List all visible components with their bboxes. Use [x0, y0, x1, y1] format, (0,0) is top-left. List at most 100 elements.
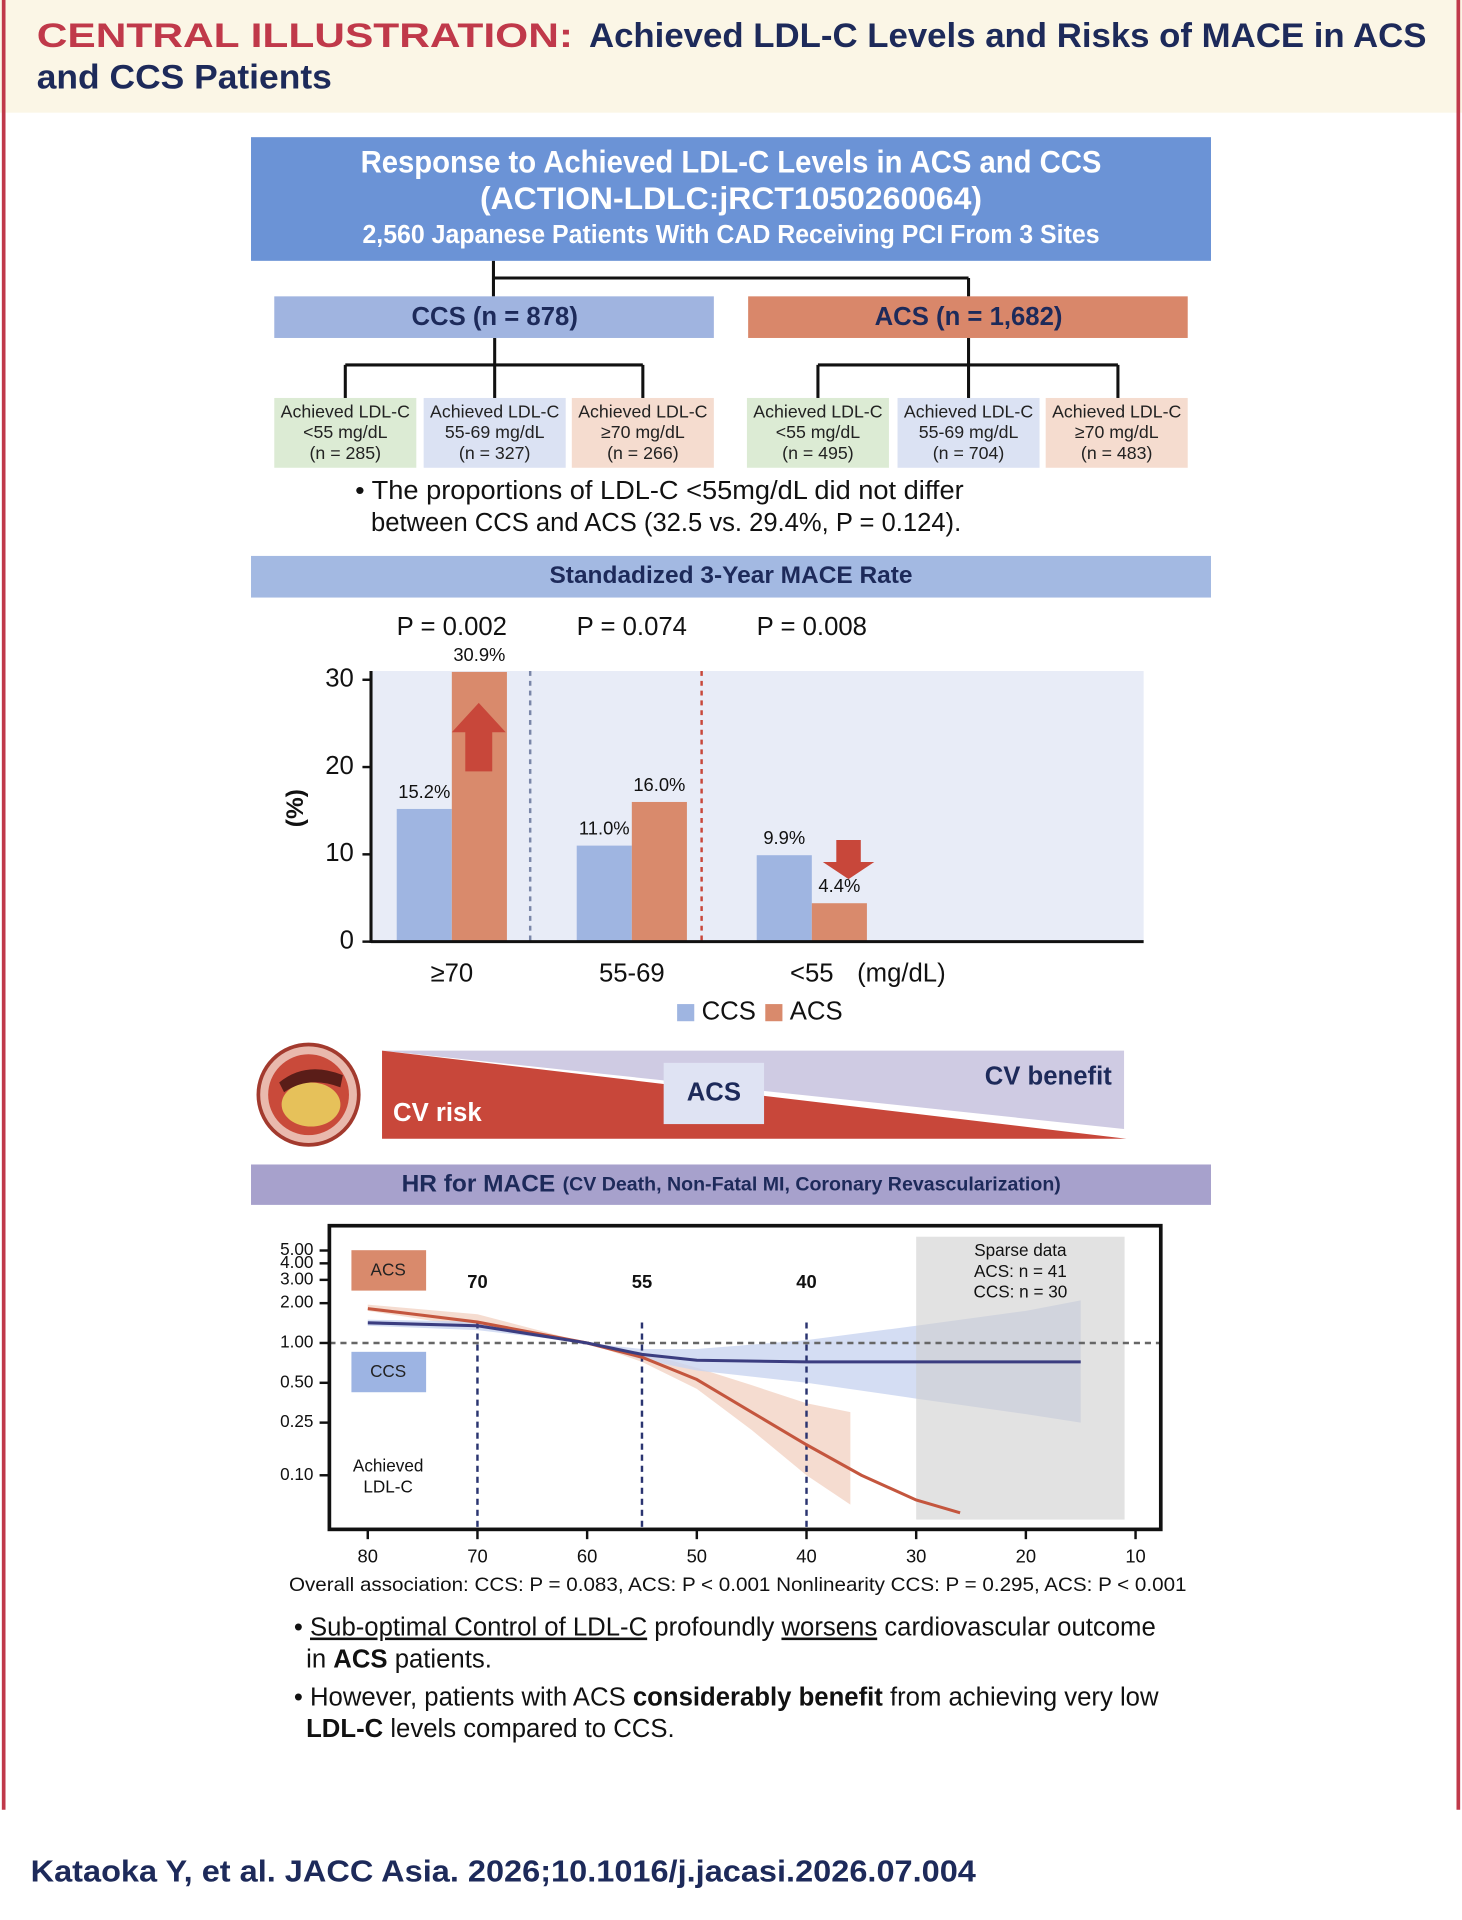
- sparse-region: [916, 1236, 1125, 1520]
- subgroup-text: Achieved LDL-C: [430, 401, 559, 421]
- banner-right: CV benefit: [985, 1062, 1113, 1090]
- subgroup-text: (n = 266): [607, 443, 679, 463]
- subgroup-text: <55 mg/dL: [303, 422, 388, 442]
- text: in: [306, 1645, 333, 1673]
- subgroup-box: [897, 397, 1040, 468]
- x-tick-label: 40: [796, 1545, 816, 1566]
- text: patients.: [388, 1645, 492, 1673]
- bar-chart-title-band: [251, 555, 1211, 598]
- header-label: CENTRAL ILLUSTRATION:: [37, 17, 573, 55]
- conclusion-line: • Sub-optimal Control of LDL-C profoundl…: [294, 1613, 1156, 1641]
- legend-swatch: [765, 1004, 783, 1022]
- subgroup-text: Achieved LDL-C: [904, 401, 1033, 421]
- tree-connectors: [343, 260, 1120, 398]
- subgroup-text: (n = 483): [1081, 443, 1153, 463]
- conclusion-line: LDL-C levels compared to CCS.: [306, 1715, 675, 1743]
- decrease-arrow: [822, 840, 875, 880]
- text: cardiovascular outcome: [877, 1613, 1156, 1641]
- text: from achieving very low: [883, 1683, 1159, 1711]
- y-tick-label: 0.25: [280, 1411, 313, 1431]
- subgroup-text: Achieved LDL-C: [578, 401, 707, 421]
- text: considerably benefit: [633, 1683, 883, 1711]
- bar: [631, 801, 687, 942]
- legend-box: [351, 1351, 427, 1393]
- subgroup-box: [423, 397, 566, 468]
- bar-chart: 0 10 20 30 (%) 15.2% 11.0% 9.9% 30.9% 16.0% 4.4% ≥7…: [282, 613, 1144, 1025]
- header-title: Achieved LDL-C Levels and Risks of MACE …: [589, 17, 1427, 55]
- conclusion-line: in ACS patients.: [306, 1645, 492, 1673]
- bar: [396, 808, 452, 942]
- text: levels compared to CCS.: [383, 1715, 674, 1743]
- y-tick-label: 4.00: [280, 1252, 313, 1272]
- y-tick-label: 0.10: [280, 1464, 313, 1484]
- p-value: P = 0.002: [397, 613, 507, 641]
- study-title: Response to Achieved LDL-C Levels in ACS…: [361, 144, 1102, 180]
- p-value: P = 0.074: [577, 613, 687, 641]
- value-label: 4.4%: [818, 875, 860, 896]
- x-tick-label: 80: [358, 1545, 378, 1566]
- line-chart-subtitle: (CV Death, Non-Fatal MI, Coronary Revasc…: [563, 1173, 1061, 1195]
- sparse-note: CCS: n = 30: [974, 1282, 1068, 1302]
- subgroup-text: (n = 285): [310, 443, 382, 463]
- value-label: 30.9%: [453, 644, 505, 665]
- x-tick-label: 55-69: [599, 959, 665, 987]
- axis-note: LDL-C: [363, 1476, 412, 1496]
- bar: [576, 845, 632, 942]
- sparse-note: ACS: n = 41: [974, 1261, 1067, 1281]
- group-label: CCS (n = 878): [411, 303, 577, 331]
- y-tick-label: 3.00: [280, 1268, 313, 1288]
- reference-label: 40: [796, 1271, 816, 1292]
- subgroup-text: (n = 704): [933, 443, 1005, 463]
- subgroup-text: (n = 495): [782, 443, 854, 463]
- y-tick-label: 1.00: [280, 1332, 313, 1352]
- reference-label: 55: [632, 1271, 652, 1292]
- group-label: ACS (n = 1,682): [875, 303, 1063, 331]
- line-chart-title-band: [251, 1164, 1211, 1205]
- conclusion-line: • However, patients with ACS considerabl…: [294, 1683, 1159, 1711]
- subgroup-text: (n = 327): [459, 443, 531, 463]
- y-tick-label: 2.00: [280, 1292, 313, 1312]
- subgroup-box: [274, 397, 417, 468]
- legend-label: ACS: [371, 1260, 406, 1280]
- legend-label: CCS: [702, 997, 756, 1025]
- artery-icon: [256, 1042, 361, 1147]
- value-label: 15.2%: [398, 781, 450, 802]
- text: Sub-optimal Control of LDL-C: [310, 1613, 647, 1641]
- y-tick-label: 10: [325, 839, 354, 867]
- hr-line: [367, 1321, 1081, 1364]
- value-label: 11.0%: [579, 818, 630, 839]
- bar: [756, 855, 812, 942]
- text: • However, patients with ACS: [294, 1683, 633, 1711]
- line-chart-title-text: HR for MACE (CV Death, Non-Fatal MI, Coro…: [402, 1171, 1061, 1198]
- x-tick-label: 50: [687, 1545, 707, 1566]
- subgroup-text: ≥70 mg/dL: [601, 422, 685, 442]
- subgroup-box: [571, 397, 714, 468]
- confidence-band: [367, 1304, 851, 1505]
- axis-note: Achieved: [353, 1455, 423, 1475]
- banner-left: CV risk: [393, 1099, 482, 1127]
- subgroup-text: Achieved LDL-C: [281, 401, 410, 421]
- text: worsens: [780, 1613, 877, 1641]
- subgroup-text: Achieved LDL-C: [753, 401, 882, 421]
- header-title: and CCS Patients: [37, 59, 332, 97]
- citation: Kataoka Y, et al. JACC Asia. 2026;10.101…: [31, 1855, 976, 1889]
- reference-label: 70: [467, 1271, 487, 1292]
- hr-line: [367, 1307, 961, 1515]
- legend-box: [351, 1250, 427, 1291]
- value-label: 16.0%: [633, 774, 685, 795]
- sparse-note: Sparse data: [974, 1240, 1067, 1260]
- legend-label: ACS: [790, 997, 843, 1025]
- y-tick-label: 20: [325, 752, 354, 780]
- y-tick-label: 30: [325, 665, 354, 693]
- bar-chart-title: Standadized 3-Year MACE Rate: [549, 562, 912, 589]
- x-tick-label: ≥70: [430, 959, 473, 987]
- text: ACS: [333, 1645, 387, 1673]
- legend-swatch: [677, 1004, 695, 1022]
- stats: Overall association: CCS: P = 0.083, ACS…: [289, 1574, 1187, 1596]
- group-box: [274, 296, 714, 338]
- subgroups: Achieved LDL-C<55 mg/dL(n = 285)Achieved…: [274, 397, 1188, 468]
- x-tick-label: 30: [906, 1545, 926, 1566]
- value-label: 9.9%: [763, 827, 805, 848]
- subgroup-text: 55-69 mg/dL: [919, 422, 1019, 442]
